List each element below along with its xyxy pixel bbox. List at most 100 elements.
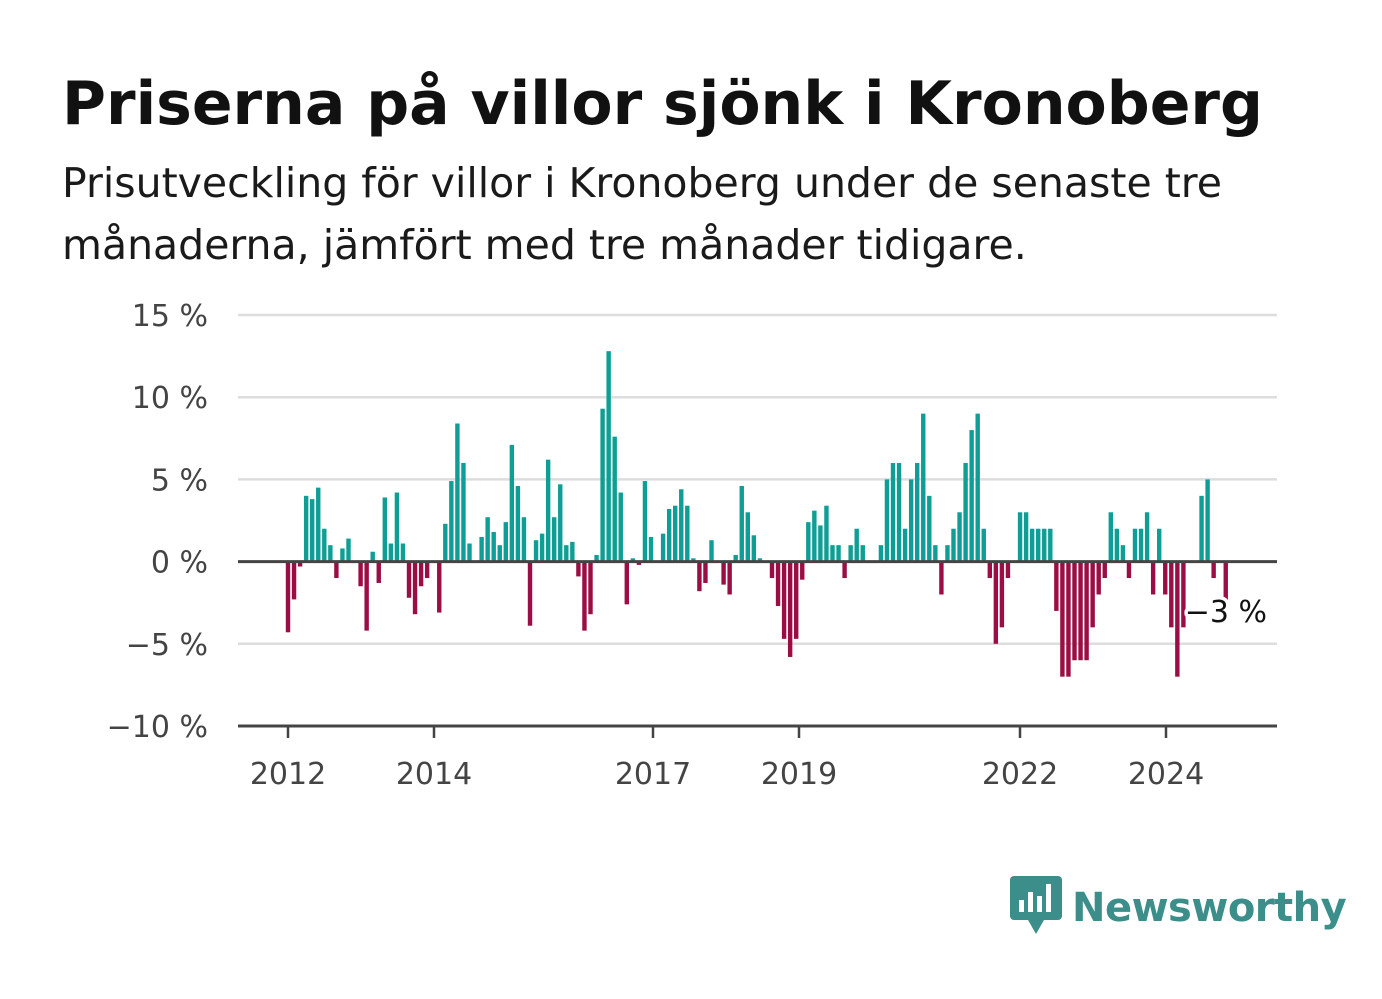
bar [291,561,297,600]
bar [709,540,714,562]
bar [1120,545,1126,562]
bar [673,505,678,562]
labels: 15 % 10 % 5 % 0 % −5 % −10 % 2012 2014 2017 2019 2… [107,299,1271,792]
newsworthy-logo: Newsworthy [1010,876,1347,940]
bar [334,561,339,579]
bar [818,525,823,562]
bar [455,423,460,562]
bar [1157,528,1162,562]
y-tick-label: 5 % [151,463,208,498]
bar [1090,561,1095,628]
bar [1036,528,1041,562]
bar [933,545,938,562]
bar [860,545,865,562]
grid-lines [238,313,1277,646]
y-tick-label: −5 % [126,628,208,663]
bar [806,522,811,562]
bar [697,561,702,592]
bar [812,510,817,562]
bar [800,561,805,580]
bar [491,532,496,562]
bar [612,436,617,562]
bar [951,528,956,562]
bar [957,512,962,562]
bar [1108,512,1113,562]
bar [340,548,345,562]
bar [939,561,944,595]
bar [775,561,781,606]
bar [412,561,418,615]
bar [1144,512,1150,562]
bar [963,462,968,562]
bar [878,545,884,562]
chart-title: Priserna på villor sjönk i Kronoberg [62,69,1263,139]
bar [1017,512,1023,562]
x-tick-label: 2019 [761,757,837,792]
bar [479,536,484,562]
bar [1072,561,1077,661]
bar [382,497,387,562]
bar [418,561,424,587]
bar [1084,561,1089,661]
bar [703,561,708,583]
bar [328,545,333,562]
brand-name: Newsworthy [1072,885,1347,931]
bar [1175,561,1180,677]
bar [660,533,666,562]
x-tick-label: 2012 [250,757,326,792]
bar [908,479,914,562]
bar [915,462,920,562]
bar [727,561,732,595]
bar [1126,561,1132,579]
bar [648,536,654,562]
bar [884,479,890,562]
x-tick-label: 2017 [615,757,691,792]
bar [322,528,327,562]
y-tick-label: 10 % [132,381,208,416]
bar [485,517,490,562]
bar [1132,528,1138,562]
bar [576,561,581,577]
bar [467,543,472,562]
bar [346,538,351,562]
bar [1138,528,1144,562]
bar [618,492,623,562]
bar [890,462,896,562]
bar [1169,561,1174,628]
bar [497,545,502,562]
bar [443,523,448,562]
bar [358,561,363,587]
bar [1054,561,1059,611]
bar [303,495,309,562]
bar [1181,561,1186,628]
bar [545,459,551,562]
bar [533,540,539,562]
bar [691,558,696,562]
bars [285,351,1228,677]
bar [406,561,412,598]
bar [364,561,369,631]
bar [594,555,599,562]
bar [896,462,902,562]
bar [624,561,629,605]
bar [842,561,847,579]
bar [388,543,394,562]
bar [642,481,648,562]
bar [987,561,992,579]
bar [1223,561,1228,611]
bar [836,545,841,562]
bar [310,499,315,562]
bar [1163,561,1168,595]
x-tick-label: 2024 [1128,757,1204,792]
bar [824,505,829,562]
bar [830,545,835,562]
bar [751,535,757,562]
bar [400,543,406,562]
bar [509,444,515,562]
x-tick-label: 2022 [982,757,1058,792]
bar [679,489,684,562]
bar [606,351,611,562]
bar [787,561,793,657]
bar [1005,561,1011,579]
